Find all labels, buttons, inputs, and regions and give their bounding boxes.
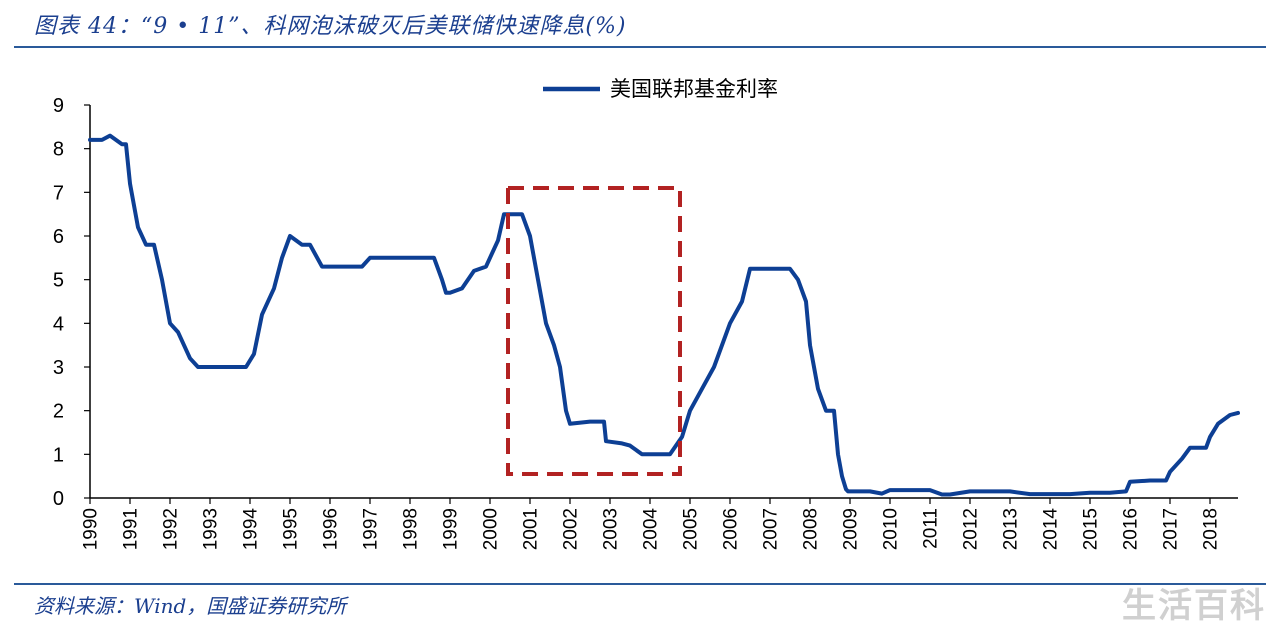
legend-label: 美国联邦基金利率 <box>610 77 778 101</box>
x-tick-label: 2011 <box>921 508 942 549</box>
x-tick-label: 1990 <box>81 508 102 550</box>
x-tick-label: 2014 <box>1041 508 1062 551</box>
axes <box>89 105 1238 499</box>
source-note: 资料来源：Wind，国盛证券研究所 <box>34 594 347 618</box>
x-tick-label: 2012 <box>961 508 982 550</box>
x-tick-label: 2008 <box>801 508 822 550</box>
y-tick-label: 8 <box>53 139 64 161</box>
series-layer <box>88 133 1240 497</box>
x-tick-label: 2009 <box>841 508 862 550</box>
x-tick-label: 2007 <box>761 508 782 550</box>
y-tick-label: 3 <box>53 357 64 379</box>
x-tick-label: 2000 <box>481 508 502 550</box>
x-tick-label: 2016 <box>1121 508 1142 550</box>
y-tick-labels: 0 1 2 3 4 5 6 7 8 9 <box>53 95 90 510</box>
x-tick-label: 2002 <box>561 508 582 550</box>
x-tick-label: 1997 <box>361 508 382 550</box>
x-tick-label: 2005 <box>681 508 702 550</box>
x-tick-label: 2013 <box>1001 508 1022 550</box>
x-tick-label: 2010 <box>881 508 902 550</box>
y-tick-label: 4 <box>53 313 64 335</box>
y-tick-label: 6 <box>53 226 64 248</box>
x-tick-label: 1998 <box>401 508 422 550</box>
x-tick-label: 1993 <box>201 508 222 550</box>
legend: 美国联邦基金利率 <box>543 77 778 101</box>
y-tick-label: 2 <box>53 401 64 423</box>
watermark-logo: 生活百科 <box>1122 586 1266 626</box>
x-tick-label: 2001 <box>521 508 542 550</box>
bottom-rule <box>14 583 1266 585</box>
x-tick-label: 1995 <box>281 508 302 550</box>
y-tick-label: 0 <box>53 488 64 510</box>
series-line-0 <box>88 133 1240 497</box>
y-tick-label: 1 <box>53 444 64 466</box>
x-tick-label: 1991 <box>121 508 142 550</box>
figure-title: 图表 44：“9 • 11”、科网泡沫破灭后美联储快速降息(%) <box>34 14 627 39</box>
x-tick-labels: 1990 1991 1992 1993 1994 1995 1996 1997 1998 1999… <box>81 498 1222 550</box>
x-tick-label: 2017 <box>1161 508 1182 550</box>
y-tick-label: 7 <box>53 182 64 204</box>
x-tick-label: 1992 <box>161 508 182 550</box>
x-tick-label: 2006 <box>721 508 742 550</box>
x-tick-label: 1999 <box>441 508 462 550</box>
x-tick-label: 2015 <box>1081 508 1102 550</box>
x-tick-label: 2003 <box>601 508 622 550</box>
top-rule <box>14 46 1266 48</box>
annotation-layer <box>506 185 682 476</box>
x-tick-label: 1996 <box>321 508 342 550</box>
x-tick-label: 2004 <box>641 508 662 551</box>
x-tick-label: 2018 <box>1201 508 1222 550</box>
y-tick-label: 9 <box>53 95 64 117</box>
highlight-dashed-box <box>506 185 682 476</box>
x-tick-label: 1994 <box>241 508 262 551</box>
y-tick-label: 5 <box>53 270 64 292</box>
